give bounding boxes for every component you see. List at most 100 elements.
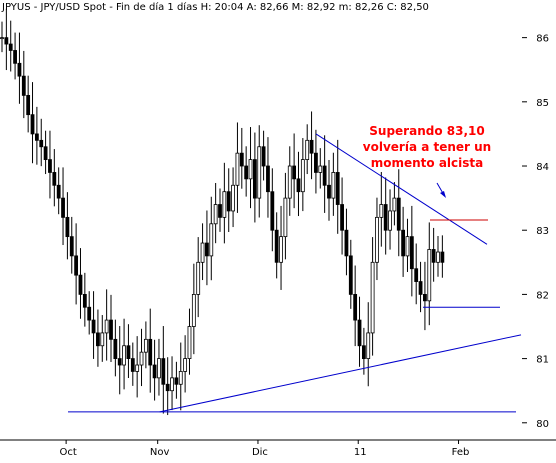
candle-body [292, 165, 297, 180]
candle-body [96, 332, 100, 347]
candle-body [8, 43, 13, 51]
x-tick-label: Dic [252, 447, 268, 458]
candle-body [82, 294, 87, 308]
candle-body [296, 178, 301, 193]
candle-body [327, 184, 331, 199]
candle-body [300, 159, 305, 193]
candle-body [200, 242, 205, 263]
x-tick-label: 11 [354, 447, 367, 458]
candle-body [91, 319, 96, 334]
candle-body [39, 139, 44, 148]
candle-body [314, 152, 318, 173]
candle-body [252, 159, 257, 199]
candle-body [126, 345, 131, 359]
y-tick-label: 83 [536, 226, 549, 237]
candle-body [414, 268, 419, 282]
candle-body [235, 152, 240, 186]
candle-body [431, 249, 436, 263]
rising-trendline [159, 334, 522, 413]
candle-body [396, 197, 401, 231]
candle-body [52, 172, 57, 186]
candle-body [161, 358, 166, 385]
candle-body [130, 358, 135, 372]
candle-body [26, 95, 31, 116]
candle-body [174, 377, 179, 385]
candle-body [69, 236, 74, 257]
candle-body [143, 338, 148, 353]
candle-body [357, 319, 362, 347]
candle-body [401, 229, 406, 257]
candle-body [74, 255, 79, 276]
candle-body [279, 236, 283, 263]
candle-body [322, 165, 327, 186]
y-tick-label: 81 [536, 355, 549, 366]
candle-body [423, 294, 427, 302]
candle-body [436, 251, 440, 263]
candle-body [100, 332, 105, 347]
candle-body [43, 146, 48, 160]
candle-body [392, 197, 397, 212]
candle-body [335, 172, 340, 205]
y-tick-label: 82 [536, 290, 549, 301]
candle-body [157, 358, 161, 379]
candle-body [139, 351, 144, 366]
candle-body [34, 133, 39, 141]
candle-body [222, 191, 227, 218]
x-tick-label: Nov [150, 447, 170, 458]
candle-body [340, 204, 344, 231]
candle-body [78, 274, 83, 295]
candle-body [248, 159, 253, 180]
annotation-line-2: volvería a tener un [363, 140, 491, 154]
candle-body [257, 146, 262, 199]
candle-body [191, 294, 196, 327]
falling-trendline [315, 133, 488, 245]
candle-body [148, 338, 153, 366]
candle-body [218, 204, 222, 218]
trendlines-layer [68, 133, 522, 413]
candle-body [427, 249, 432, 302]
candle-body [196, 261, 201, 295]
candle-body [48, 159, 52, 173]
candle-body [0, 37, 4, 40]
candle-body [183, 358, 188, 372]
candle-body [287, 165, 292, 199]
candle-body [274, 229, 279, 263]
candle-body [170, 377, 174, 392]
annotation-arrowhead [440, 191, 446, 198]
candle-body [135, 364, 140, 372]
candle-body [270, 191, 275, 231]
candle-body [309, 139, 314, 154]
candle-body [331, 172, 336, 199]
y-tick-label: 80 [536, 419, 549, 430]
candles-layer [0, 8, 445, 416]
candle-body [348, 255, 353, 295]
x-tick-label: Oct [59, 447, 76, 458]
candle-body [21, 75, 26, 96]
candle-body [405, 236, 410, 257]
y-tick-label: 86 [536, 34, 549, 45]
x-tick-label: Feb [452, 447, 470, 458]
candle-body [56, 184, 61, 199]
candle-body [239, 152, 244, 167]
y-tick-label: 84 [536, 162, 549, 173]
candle-body [65, 216, 70, 238]
candle-body [370, 261, 375, 334]
candle-body [122, 345, 126, 366]
candle-body [209, 223, 214, 257]
candle-body [261, 146, 266, 167]
axis-layer: 80 81 82 83 84 85 86 Oct Nov Dic 11 Feb [0, 34, 556, 458]
candle-body [117, 358, 122, 366]
candle-body [375, 216, 379, 263]
candle-body [440, 251, 445, 263]
candle-body [366, 332, 371, 359]
candle-body [61, 197, 65, 218]
candle-body [30, 114, 35, 135]
y-tick-label: 85 [536, 98, 549, 109]
candle-body [266, 165, 270, 193]
candle-body [213, 204, 218, 225]
candle-body [361, 345, 366, 359]
candle-body [409, 236, 414, 270]
